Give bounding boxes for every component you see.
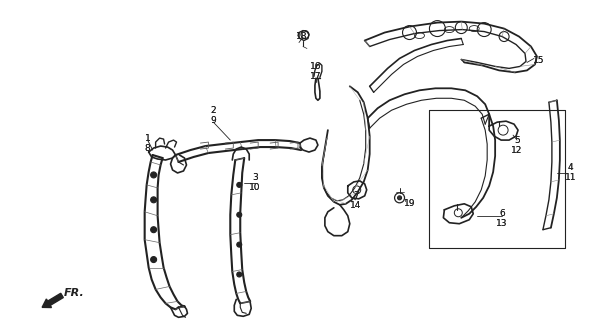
Circle shape bbox=[151, 172, 157, 178]
Text: 13: 13 bbox=[496, 219, 508, 228]
Text: 7: 7 bbox=[353, 191, 359, 200]
Text: 4: 4 bbox=[568, 164, 573, 172]
Text: 12: 12 bbox=[511, 146, 523, 155]
Text: FR.: FR. bbox=[64, 288, 85, 299]
Circle shape bbox=[398, 196, 402, 200]
Text: 3: 3 bbox=[252, 173, 258, 182]
Circle shape bbox=[151, 257, 157, 262]
FancyArrow shape bbox=[42, 293, 63, 308]
Text: 5: 5 bbox=[514, 136, 520, 145]
Text: 6: 6 bbox=[499, 209, 505, 218]
Text: 1: 1 bbox=[145, 133, 151, 143]
Text: 3: 3 bbox=[252, 173, 258, 182]
Text: 14: 14 bbox=[350, 201, 361, 210]
Circle shape bbox=[151, 197, 157, 203]
Text: 16: 16 bbox=[310, 62, 322, 71]
Text: 17: 17 bbox=[310, 72, 322, 81]
Text: 11: 11 bbox=[565, 173, 576, 182]
Text: 18: 18 bbox=[296, 32, 308, 41]
Circle shape bbox=[237, 212, 242, 217]
Text: 2: 2 bbox=[210, 106, 216, 115]
Text: 2: 2 bbox=[210, 106, 216, 115]
Text: 10: 10 bbox=[250, 183, 261, 192]
Text: 19: 19 bbox=[403, 199, 415, 208]
Text: 14: 14 bbox=[350, 201, 361, 210]
Circle shape bbox=[151, 227, 157, 233]
Text: 15: 15 bbox=[533, 56, 545, 65]
Text: 6: 6 bbox=[499, 209, 505, 218]
Circle shape bbox=[237, 242, 242, 247]
Text: 10: 10 bbox=[250, 183, 261, 192]
Text: 1: 1 bbox=[145, 133, 151, 143]
Circle shape bbox=[237, 272, 242, 277]
Text: 4: 4 bbox=[568, 164, 573, 172]
Text: 13: 13 bbox=[496, 219, 508, 228]
Text: 19: 19 bbox=[403, 199, 415, 208]
Text: 5: 5 bbox=[514, 136, 520, 145]
Text: 9: 9 bbox=[210, 116, 216, 125]
Text: 11: 11 bbox=[565, 173, 576, 182]
Text: 12: 12 bbox=[511, 146, 523, 155]
Text: 15: 15 bbox=[533, 56, 545, 65]
Text: 7: 7 bbox=[353, 191, 359, 200]
Text: 9: 9 bbox=[210, 116, 216, 125]
Text: 16: 16 bbox=[310, 62, 322, 71]
Text: 8: 8 bbox=[145, 144, 151, 153]
Text: 8: 8 bbox=[145, 144, 151, 153]
Circle shape bbox=[237, 182, 242, 188]
Text: 18: 18 bbox=[296, 32, 308, 41]
Text: 17: 17 bbox=[310, 72, 322, 81]
